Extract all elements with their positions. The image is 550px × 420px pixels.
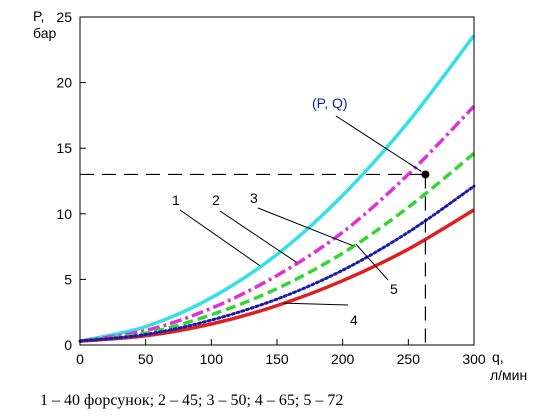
- x-tick-label: 50: [138, 351, 154, 367]
- curve-label-leaders: [179, 115, 422, 306]
- x-tick-label: 300: [462, 351, 486, 367]
- x-tick-label: 200: [331, 351, 355, 367]
- y-axis-unit: бар: [33, 25, 56, 41]
- x-tick-label: 150: [265, 351, 289, 367]
- x-axis-unit: л/мин: [490, 367, 527, 383]
- y-tick-label: 5: [64, 271, 72, 287]
- y-tick-label: 20: [56, 75, 72, 91]
- y-tick-label: 15: [56, 140, 72, 156]
- leader-line-4: [283, 302, 349, 306]
- series-line-1: [79, 34, 476, 343]
- x-tick-label: 0: [76, 351, 84, 367]
- leader-line-3: [257, 207, 354, 247]
- curve-label-3: 3: [250, 190, 258, 206]
- x-axis-title: q,: [492, 349, 504, 365]
- x-tick-label: 100: [200, 351, 224, 367]
- y-axis-title: P,: [33, 8, 44, 24]
- operating-point-guides: [80, 170, 430, 345]
- operating-point-label: (P, Q): [312, 95, 348, 111]
- series-line-5: [78, 184, 476, 343]
- curve-label-5: 5: [390, 281, 398, 297]
- y-tick-label: 25: [56, 9, 72, 25]
- leader-line-5: [355, 243, 389, 281]
- leader-line-1: [179, 209, 261, 267]
- legend-caption: 1 – 40 форсунок; 2 – 45; 3 – 50; 4 – 65;…: [40, 392, 344, 409]
- curve-label-4: 4: [350, 312, 358, 328]
- y-tick-label: 10: [56, 206, 72, 222]
- curve-label-1: 1: [172, 192, 180, 208]
- plot-frame-layer: [79, 16, 475, 346]
- curve-label-2: 2: [212, 192, 220, 208]
- plot-frame: [79, 16, 475, 346]
- curves-layer: [78, 34, 476, 343]
- operating-point-marker: [421, 170, 430, 179]
- y-tick-label: 0: [64, 337, 72, 353]
- operating-point-leader: [335, 115, 422, 172]
- x-tick-label: 250: [397, 351, 421, 367]
- series-line-2: [79, 104, 476, 343]
- leader-line-2: [219, 210, 297, 263]
